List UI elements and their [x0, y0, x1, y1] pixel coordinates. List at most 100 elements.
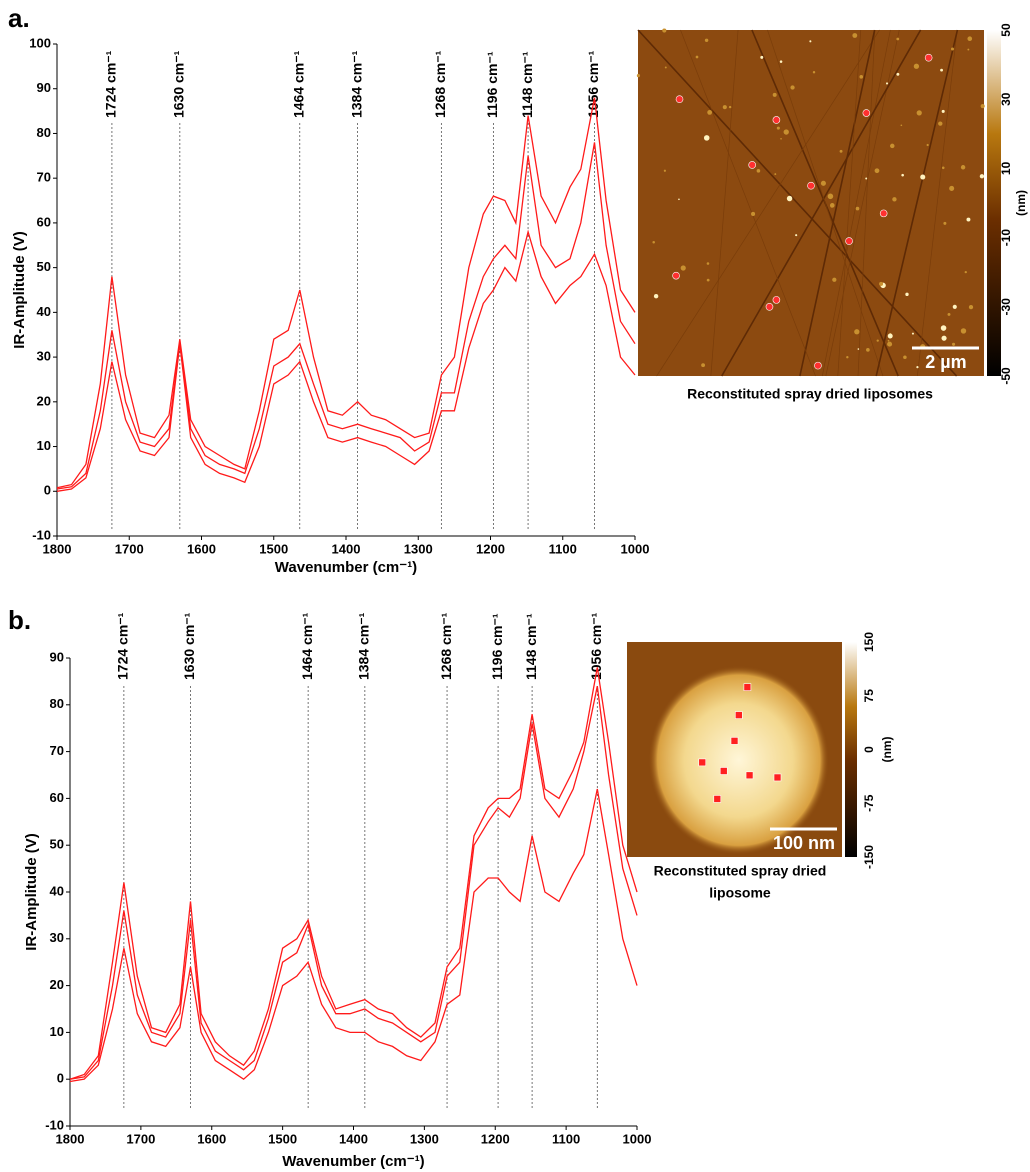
ir-point [879, 209, 888, 218]
ir-point [675, 95, 684, 103]
afm-particle [854, 329, 860, 335]
afm-particle [827, 193, 834, 200]
afm-particle [967, 48, 970, 51]
afm-particle [926, 143, 929, 147]
afm-particle [938, 121, 943, 126]
x-tick-label: 1600 [187, 541, 216, 556]
y-tick-label: 90 [50, 649, 64, 664]
y-tick-label: 10 [37, 438, 51, 453]
afm-particle [920, 174, 926, 180]
colorbar-tick-label: -50 [999, 367, 1013, 385]
y-tick-label: 30 [37, 349, 51, 364]
peak-label: 1464 cm⁻¹ [299, 612, 315, 680]
afm-particle [890, 143, 895, 149]
x-tick-label: 1200 [476, 541, 505, 556]
afm-scratch [837, 29, 862, 377]
ir-point [748, 161, 756, 169]
afm-particle [776, 126, 780, 130]
spectrum-line [69, 685, 638, 1080]
y-tick-label: 80 [50, 696, 64, 711]
peak-label: 1268 cm⁻¹ [438, 612, 454, 680]
y-tick-label: 100 [29, 35, 51, 50]
afm-particle [706, 262, 710, 265]
spectrum-line [69, 788, 638, 1083]
y-tick-label: 50 [37, 259, 51, 274]
afm-particle [795, 234, 798, 237]
ir-point [672, 271, 680, 280]
colorbar-label: (nm) [1014, 190, 1028, 216]
y-tick-label: 0 [57, 1071, 64, 1086]
afm-particle [911, 332, 914, 335]
afm-particle [916, 110, 922, 116]
afm-particle [707, 110, 713, 115]
afm-scratch [710, 29, 739, 377]
x-tick-label: 1300 [410, 1131, 439, 1146]
x-tick-label: 1600 [197, 1131, 226, 1146]
ir-point [862, 109, 871, 117]
ir-point [772, 116, 781, 124]
afm-particle [832, 277, 837, 282]
ir-point [719, 767, 728, 775]
colorbar-tick-label: 75 [862, 689, 876, 703]
y-tick-label: 0 [44, 483, 51, 498]
afm-particle [903, 355, 907, 359]
y-tick-label: 60 [37, 214, 51, 229]
ir-point [773, 773, 782, 782]
peak-label: 1056 cm⁻¹ [585, 50, 601, 118]
y-tick-label: 20 [50, 977, 64, 992]
afm-liposome [648, 665, 830, 855]
ir-point [745, 771, 754, 780]
peak-label: 1630 cm⁻¹ [181, 612, 197, 680]
afm-particle [703, 135, 710, 141]
afm-scratch [721, 29, 922, 377]
afm-particle [663, 169, 667, 172]
peak-label: 1196 cm⁻¹ [489, 613, 505, 680]
spectrum-line [69, 667, 638, 1080]
afm-particle [952, 304, 957, 309]
x-tick-label: 1200 [481, 1131, 510, 1146]
afm-particle [896, 72, 900, 76]
afm-particle [855, 206, 860, 211]
afm-particle [760, 55, 764, 59]
colorbar-tick-label: -75 [862, 794, 876, 812]
x-tick-label: 1400 [332, 541, 361, 556]
image-caption: liposome [709, 885, 771, 901]
afm-particle [790, 85, 795, 90]
peak-label: 1148 cm⁻¹ [519, 51, 535, 118]
afm-particle [786, 195, 793, 202]
afm-particle [960, 328, 967, 334]
afm-particle [695, 55, 699, 59]
afm-particle [865, 177, 868, 180]
afm-scratch [799, 29, 876, 377]
afm-scratch [917, 29, 958, 377]
afm-particle [905, 292, 909, 296]
afm-scratch [767, 29, 884, 377]
afm-particle [809, 40, 812, 43]
afm-particle [706, 278, 710, 282]
afm-scratch [637, 29, 958, 377]
afm-particle [979, 174, 985, 179]
ir-point [730, 737, 739, 745]
x-tick-label: 1800 [56, 1131, 85, 1146]
afm-particle [960, 165, 966, 170]
ir-point [807, 181, 815, 190]
ir-point [743, 683, 752, 691]
x-tick-label: 1800 [43, 541, 72, 556]
y-tick-label: 40 [37, 304, 51, 319]
scale-bar-label: 100 nm [773, 833, 835, 853]
y-tick-label: -10 [45, 1117, 64, 1132]
image-caption: Reconstituted spray dried [654, 863, 827, 879]
afm-particle [751, 211, 756, 216]
afm-particle [653, 294, 659, 299]
afm-particle [947, 312, 951, 316]
afm-particle [820, 180, 826, 186]
peak-label: 1630 cm⁻¹ [171, 50, 187, 118]
colorbar-tick-label: 10 [999, 161, 1013, 175]
afm-particle [783, 129, 789, 135]
afm-particle [885, 82, 889, 85]
afm-particle [941, 335, 947, 341]
x-tick-label: 1000 [621, 541, 650, 556]
ir-point [765, 302, 774, 311]
colorbar-tick-label: -30 [999, 298, 1013, 316]
y-tick-label: 20 [37, 393, 51, 408]
